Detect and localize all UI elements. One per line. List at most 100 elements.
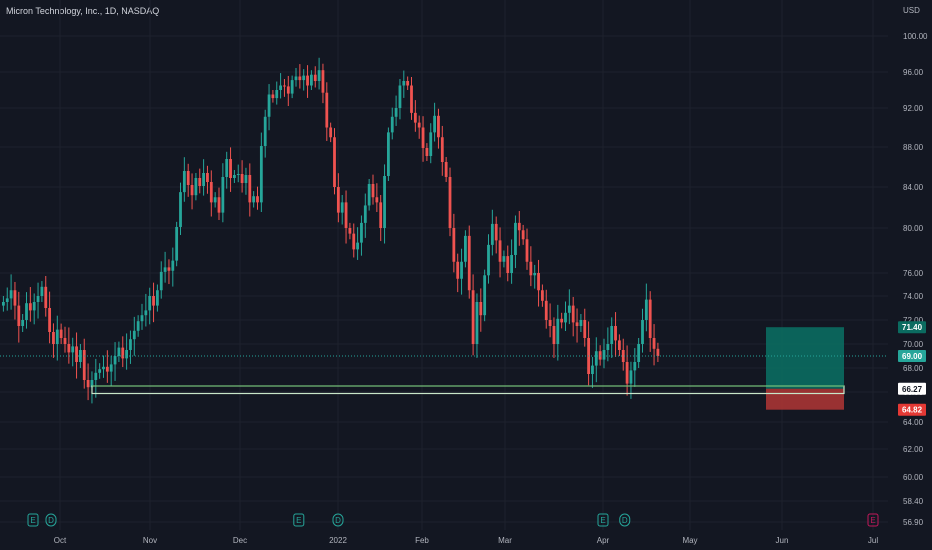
candle-body	[190, 185, 194, 196]
candle	[48, 291, 51, 344]
candle-body	[198, 178, 202, 186]
candle-body	[525, 239, 529, 262]
candle	[17, 291, 21, 343]
candle-body	[452, 228, 456, 262]
candle-body	[360, 222, 363, 243]
candle	[587, 321, 590, 386]
candle-body	[290, 80, 294, 94]
candle-body	[594, 351, 598, 366]
candle-body	[13, 290, 17, 306]
candle	[248, 163, 252, 217]
candle	[44, 275, 48, 317]
candle	[598, 345, 602, 366]
candle	[294, 68, 298, 87]
candle	[171, 247, 175, 287]
candle	[379, 194, 383, 242]
price-tag-box	[898, 321, 926, 334]
candle	[521, 224, 525, 245]
candle-body	[336, 187, 340, 213]
candle	[621, 338, 625, 371]
candle-body	[40, 286, 44, 296]
candle-body	[156, 290, 159, 306]
candle	[213, 192, 217, 208]
event-marker: E	[293, 513, 305, 527]
event-marker-label: D	[622, 516, 628, 525]
candle	[28, 287, 32, 322]
candle-body	[490, 223, 494, 245]
candle	[648, 291, 652, 352]
candle	[59, 323, 63, 344]
candle	[406, 76, 410, 90]
candle-body	[209, 182, 213, 203]
candle	[471, 274, 475, 356]
price-tick-label: 62.00	[903, 445, 924, 454]
candle-body	[406, 81, 410, 86]
price-tag: 64.82	[898, 403, 926, 416]
candle	[321, 63, 325, 104]
candle-body	[28, 303, 32, 311]
candle-body	[129, 339, 132, 350]
candle	[52, 323, 55, 358]
candle-body	[186, 171, 190, 185]
candle	[79, 344, 82, 368]
price-tag: 69.00	[898, 350, 926, 362]
candle	[240, 160, 244, 193]
candle	[544, 289, 548, 329]
event-marker-box	[867, 513, 879, 527]
candle-body	[244, 175, 248, 183]
candle-body	[63, 338, 67, 344]
candle	[5, 287, 9, 311]
candle-body	[333, 137, 336, 187]
candle	[229, 147, 232, 192]
candle	[2, 296, 5, 312]
candle	[67, 327, 71, 364]
candle	[452, 213, 456, 273]
candle	[263, 109, 267, 158]
candle	[267, 84, 271, 131]
candle	[606, 327, 610, 362]
candle-body	[152, 296, 155, 306]
candle	[159, 261, 163, 299]
candle-body	[98, 369, 102, 373]
candle-body	[548, 320, 552, 326]
candle-body	[240, 174, 244, 183]
candle	[464, 230, 467, 268]
candle-body	[221, 177, 225, 213]
candle	[202, 159, 205, 196]
candle-body	[17, 305, 21, 326]
price-tick-label: 58.40	[903, 497, 924, 506]
candle-body	[325, 92, 329, 128]
candle	[298, 64, 302, 89]
price-tick-label: 68.00	[903, 364, 924, 373]
candle	[529, 246, 533, 287]
candle-body	[564, 312, 567, 323]
event-marker-box	[45, 513, 57, 527]
candle	[75, 332, 78, 379]
candle-body	[475, 302, 479, 344]
candle	[390, 107, 394, 140]
candle-body	[390, 116, 394, 133]
price-tick-label: 64.00	[903, 418, 924, 427]
price-tag-label: 64.82	[902, 406, 923, 415]
candle	[329, 122, 333, 143]
event-marker-box	[293, 513, 305, 527]
candle	[32, 293, 36, 325]
candle-body	[329, 127, 333, 138]
price-tick-label: 92.00	[903, 104, 924, 113]
candle-body	[55, 329, 59, 344]
event-marker-box	[332, 513, 344, 527]
candle	[102, 355, 105, 378]
candle-body	[352, 233, 356, 250]
candle-body	[598, 351, 602, 360]
price-tick-label: 60.00	[903, 473, 924, 482]
candle-body	[52, 332, 55, 344]
candle-body	[298, 76, 302, 81]
candle	[571, 296, 575, 337]
candle-body	[467, 235, 471, 291]
candle-body	[510, 255, 513, 273]
price-tag: 66.27	[898, 382, 926, 395]
candle	[252, 191, 256, 208]
event-marker: E	[27, 513, 39, 527]
candle	[352, 223, 356, 258]
